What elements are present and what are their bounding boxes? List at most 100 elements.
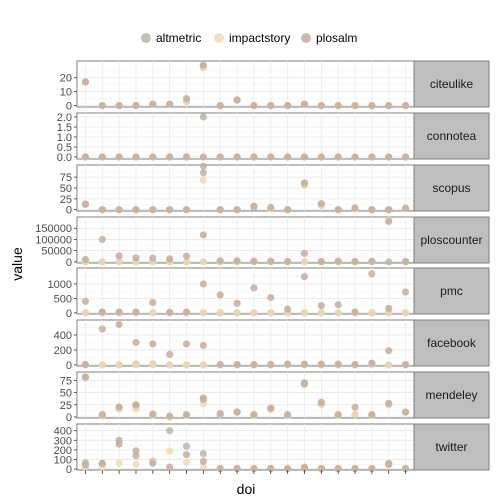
point-plosalm xyxy=(401,360,410,369)
point-plosalm xyxy=(317,153,325,161)
point-impactstory xyxy=(199,258,207,266)
point-impactstory xyxy=(81,309,90,317)
point-plosalm xyxy=(98,325,106,333)
point-plosalm xyxy=(300,380,309,388)
point-plosalm xyxy=(166,255,174,263)
point-impactstory xyxy=(115,459,123,467)
point-plosalm xyxy=(300,153,309,161)
y-tick-label: 20 xyxy=(60,73,72,85)
point-plosalm xyxy=(115,308,123,316)
point-impactstory xyxy=(115,258,123,266)
point-plosalm xyxy=(334,102,342,110)
point-plosalm xyxy=(317,257,325,266)
point-impactstory xyxy=(199,176,207,184)
y-tick-label: 10 xyxy=(60,87,72,99)
point-plosalm xyxy=(115,252,123,260)
point-plosalm xyxy=(233,464,241,473)
point-impactstory xyxy=(233,309,241,317)
point-plosalm xyxy=(115,102,123,110)
point-plosalm xyxy=(216,360,224,369)
point-impactstory xyxy=(115,361,123,369)
point-plosalm xyxy=(199,341,207,350)
panel-background xyxy=(76,319,415,367)
point-plosalm xyxy=(98,459,106,467)
point-plosalm xyxy=(199,280,207,288)
point-plosalm xyxy=(385,206,393,214)
point-impactstory xyxy=(166,447,174,455)
point-plosalm xyxy=(368,410,376,419)
point-plosalm xyxy=(250,360,258,369)
y-tick-label: 0 xyxy=(66,205,72,217)
facet-strip xyxy=(413,60,490,108)
point-plosalm xyxy=(250,102,258,110)
panel-citeulike: 0 10 20 citeulike xyxy=(60,60,490,113)
point-plosalm xyxy=(351,102,359,110)
point-plosalm xyxy=(334,206,342,214)
point-plosalm xyxy=(132,338,140,347)
point-plosalm xyxy=(182,340,191,348)
point-plosalm xyxy=(250,153,258,161)
point-plosalm xyxy=(132,401,140,409)
panel-pmc: 0 500 1000 pmc xyxy=(48,267,490,320)
point-impactstory xyxy=(351,410,359,419)
point-impactstory xyxy=(385,361,393,369)
y-tick-label: 1.5 xyxy=(57,122,72,134)
point-plosalm xyxy=(368,464,376,473)
point-plosalm xyxy=(300,249,309,257)
point-plosalm xyxy=(334,257,342,265)
point-plosalm xyxy=(233,206,241,214)
y-tick-label: 0 xyxy=(66,308,72,320)
point-plosalm xyxy=(199,395,207,404)
point-plosalm xyxy=(250,464,258,473)
legend-key-impactstory xyxy=(214,33,224,43)
point-plosalm xyxy=(401,153,410,161)
y-tick-label: 50000 xyxy=(41,246,72,258)
point-plosalm xyxy=(351,403,359,411)
facet-strip xyxy=(413,371,490,419)
point-plosalm xyxy=(98,153,106,161)
y-tick-label: 75 xyxy=(60,172,72,184)
point-plosalm xyxy=(132,153,140,161)
point-plosalm xyxy=(199,153,207,161)
point-plosalm xyxy=(267,153,275,161)
facet-strip xyxy=(413,164,490,212)
point-plosalm xyxy=(115,440,123,448)
point-impactstory xyxy=(300,258,309,266)
point-plosalm xyxy=(284,102,292,110)
point-plosalm xyxy=(401,464,410,473)
point-plosalm xyxy=(317,360,325,368)
point-plosalm xyxy=(284,305,292,313)
point-plosalm xyxy=(334,153,342,161)
point-plosalm xyxy=(132,308,140,316)
point-plosalm xyxy=(267,293,275,302)
point-altmetric xyxy=(182,442,191,450)
point-plosalm xyxy=(300,360,309,368)
point-plosalm xyxy=(317,200,325,208)
y-tick-label: 1000 xyxy=(48,279,72,291)
point-plosalm xyxy=(267,203,275,212)
point-plosalm xyxy=(284,257,292,266)
y-tick-label: 25 xyxy=(60,400,72,412)
y-tick-label: 0 xyxy=(66,464,72,476)
point-plosalm xyxy=(216,102,224,110)
point-impactstory xyxy=(182,458,191,466)
facet-strip xyxy=(413,112,490,160)
point-plosalm xyxy=(368,359,376,367)
point-impactstory xyxy=(182,361,191,369)
point-plosalm xyxy=(267,102,275,110)
facet-strip-label: citeulike xyxy=(430,77,474,91)
point-plosalm xyxy=(401,408,410,416)
facet-strip xyxy=(413,267,490,315)
point-plosalm xyxy=(300,100,309,108)
panel-background xyxy=(76,112,415,160)
point-plosalm xyxy=(351,464,359,473)
point-plosalm xyxy=(351,257,359,266)
point-plosalm xyxy=(81,360,90,369)
panel-background xyxy=(76,216,415,264)
point-impactstory xyxy=(132,361,140,369)
y-tick-label: 2.0 xyxy=(57,112,72,124)
point-plosalm xyxy=(115,153,123,161)
point-altmetric xyxy=(199,450,207,458)
point-plosalm xyxy=(132,254,140,262)
